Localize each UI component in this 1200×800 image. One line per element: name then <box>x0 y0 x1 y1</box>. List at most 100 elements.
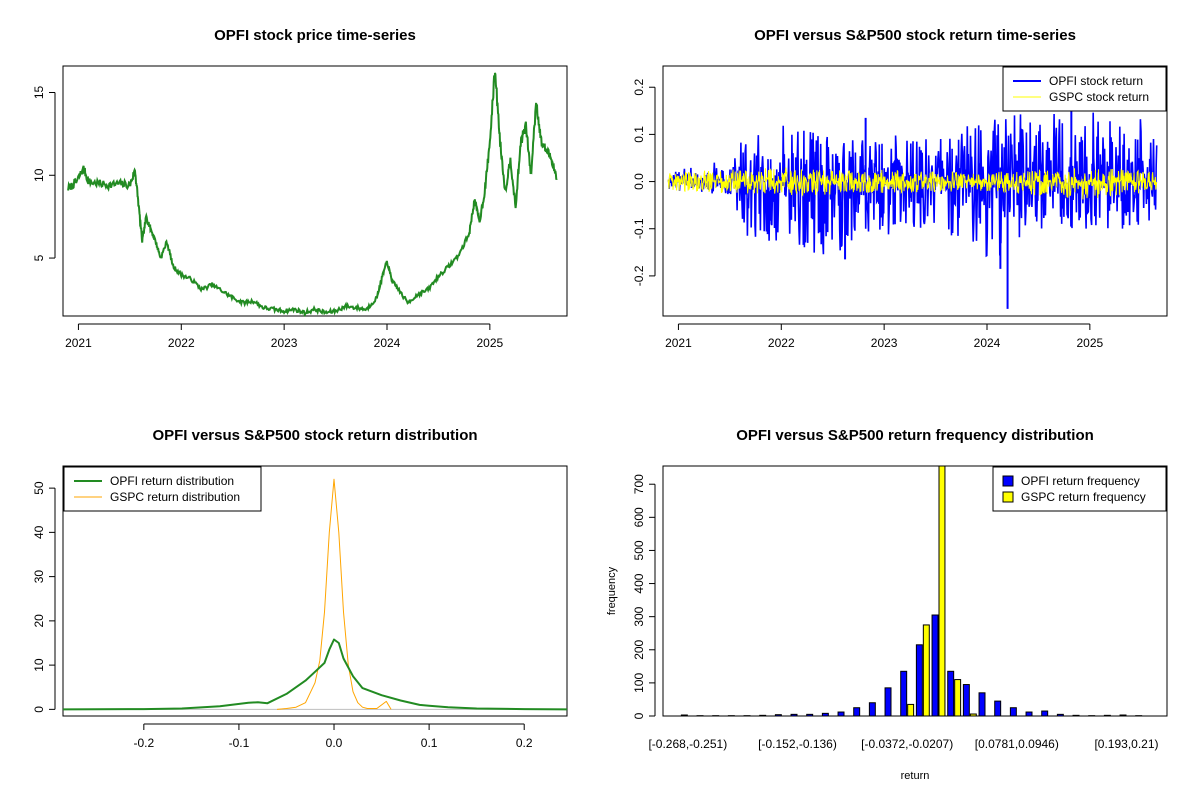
density-y-tick-label: 20 <box>32 614 46 628</box>
price-y-tick-label: 5 <box>32 254 46 261</box>
density-legend-box <box>63 466 262 512</box>
gspc-frequency-bar <box>969 713 977 717</box>
return-y-tick-label: 0.1 <box>632 126 646 143</box>
opfi-frequency-bar <box>853 707 861 717</box>
density-y-tick-label: 0 <box>32 706 46 713</box>
price-x-tick-label: 2021 <box>65 336 92 350</box>
frequency-x-tick-label: [0.193,0.21) <box>1094 737 1158 751</box>
price-x-tick-label: 2022 <box>168 336 195 350</box>
opfi-frequency-bar <box>821 712 829 717</box>
return-x-tick-label: 2021 <box>665 336 692 350</box>
frequency-x-tick-label: [-0.0372,-0.0207) <box>861 737 953 751</box>
frequency-chart-title: OPFI versus S&P500 return frequency dist… <box>736 427 1094 444</box>
return-x-tick-label: 2024 <box>974 336 1001 350</box>
gspc-density-line <box>276 478 392 710</box>
price-series-line <box>67 72 558 318</box>
density-y-tick-label: 10 <box>32 658 46 672</box>
gspc-return-line <box>667 167 1158 200</box>
frequency-plot-area: [-0.268,-0.251) [-0.152,-0.136) [-0.0372,-… <box>632 465 1167 751</box>
gspc-frequency-bar <box>954 679 962 717</box>
density-legend-label: OPFI return distribution <box>110 474 234 488</box>
frequency-y-tick-label: 600 <box>632 507 646 527</box>
opfi-frequency-bar <box>947 670 955 717</box>
price-plot-area: 2021 2022 2023 2024 2025 5 10 15 <box>32 72 558 350</box>
density-y-tick-label: 50 <box>32 481 46 495</box>
frequency-legend-swatch <box>1002 475 1014 487</box>
return-x-tick-label: 2023 <box>871 336 898 350</box>
return-timeseries-title: OPFI versus S&P500 stock return time-ser… <box>754 27 1076 44</box>
return-plot-area: 2021 2022 2023 2024 2025 -0.2 -0.1 0.0 0.1 0.2 OPF… <box>632 66 1167 350</box>
opfi-frequency-bar <box>774 714 782 717</box>
density-y-tick-label: 30 <box>32 570 46 584</box>
frequency-plot-frame <box>662 465 1168 717</box>
return-legend-label: OPFI stock return <box>1049 74 1143 88</box>
price-plot-frame <box>62 65 568 317</box>
frequency-x-tick-label: [-0.268,-0.251) <box>648 737 727 751</box>
return-y-tick-label: -0.1 <box>632 218 646 239</box>
opfi-frequency-bar <box>1119 714 1127 717</box>
opfi-frequency-bar <box>1056 713 1064 717</box>
price-chart-title: OPFI stock price time-series <box>214 27 416 44</box>
price-x-tick-label: 2025 <box>477 336 504 350</box>
opfi-frequency-bar <box>790 713 798 717</box>
price-x-tick-label: 2023 <box>271 336 298 350</box>
opfi-frequency-bar <box>915 644 923 717</box>
gspc-frequency-bar <box>922 624 930 717</box>
density-x-tick-label: 0.2 <box>516 736 533 750</box>
gspc-frequency-bar <box>907 703 915 717</box>
opfi-frequency-bar <box>1041 710 1049 717</box>
return-y-tick-label: 0.2 <box>632 79 646 96</box>
frequency-y-tick-label: 700 <box>632 474 646 494</box>
opfi-frequency-bar <box>680 714 688 717</box>
density-plot-area: -0.2 -0.1 0.0 0.1 0.2 0 10 20 30 40 50 OPFI return … <box>32 466 568 750</box>
price-y-tick-label: 15 <box>32 85 46 99</box>
return-x-tick-label: 2025 <box>1077 336 1104 350</box>
frequency-y-tick-label: 100 <box>632 673 646 693</box>
frequency-legend-swatch <box>1002 491 1014 503</box>
frequency-y-tick-label: 200 <box>632 639 646 659</box>
frequency-y-tick-label: 300 <box>632 606 646 626</box>
density-chart-title: OPFI versus S&P500 stock return distribu… <box>152 427 477 444</box>
opfi-density-line <box>62 638 568 711</box>
density-x-tick-label: 0.0 <box>326 736 343 750</box>
density-plot-frame <box>62 465 568 717</box>
opfi-frequency-bar <box>994 700 1002 717</box>
frequency-x-tick-label: [-0.152,-0.136) <box>758 737 837 751</box>
return-legend-label: GSPC stock return <box>1049 90 1149 104</box>
return-legend-box <box>1002 66 1167 112</box>
density-x-tick-label: 0.1 <box>421 736 438 750</box>
opfi-frequency-bar <box>884 687 892 717</box>
frequency-y-axis-label: frequency <box>606 566 618 615</box>
frequency-legend-label: OPFI return frequency <box>1021 474 1140 488</box>
return-x-tick-label: 2022 <box>768 336 795 350</box>
frequency-y-tick-label: 500 <box>632 540 646 560</box>
opfi-frequency-bar <box>962 684 970 717</box>
opfi-frequency-bar <box>978 692 986 717</box>
opfi-frequency-bar <box>837 711 845 717</box>
opfi-frequency-bar <box>1072 714 1080 717</box>
opfi-frequency-bar <box>1103 714 1111 717</box>
frequency-y-tick-label: 400 <box>632 573 646 593</box>
frequency-y-tick-label: 0 <box>632 712 646 719</box>
frequency-x-tick-label: [0.0781,0.0946) <box>975 737 1059 751</box>
gspc-frequency-bar <box>938 465 946 717</box>
frequency-x-axis-label: return <box>901 770 930 782</box>
opfi-frequency-bar <box>806 713 814 717</box>
opfi-frequency-bar <box>931 614 939 717</box>
opfi-frequency-bar <box>759 714 767 717</box>
density-x-tick-label: -0.2 <box>133 736 154 750</box>
density-x-tick-label: -0.1 <box>229 736 250 750</box>
density-legend-label: GSPC return distribution <box>110 490 240 504</box>
return-plot-frame <box>662 65 1168 317</box>
frequency-legend-label: GSPC return frequency <box>1021 490 1146 504</box>
density-y-tick-label: 40 <box>32 525 46 539</box>
opfi-frequency-bar <box>868 702 876 717</box>
opfi-frequency-bar <box>900 670 908 717</box>
return-y-tick-label: -0.2 <box>632 265 646 286</box>
opfi-frequency-bar <box>1009 707 1017 717</box>
opfi-frequency-bar <box>1025 711 1033 717</box>
frequency-legend-box <box>992 466 1167 512</box>
return-y-tick-label: 0.0 <box>632 173 646 190</box>
price-y-tick-label: 10 <box>32 168 46 182</box>
